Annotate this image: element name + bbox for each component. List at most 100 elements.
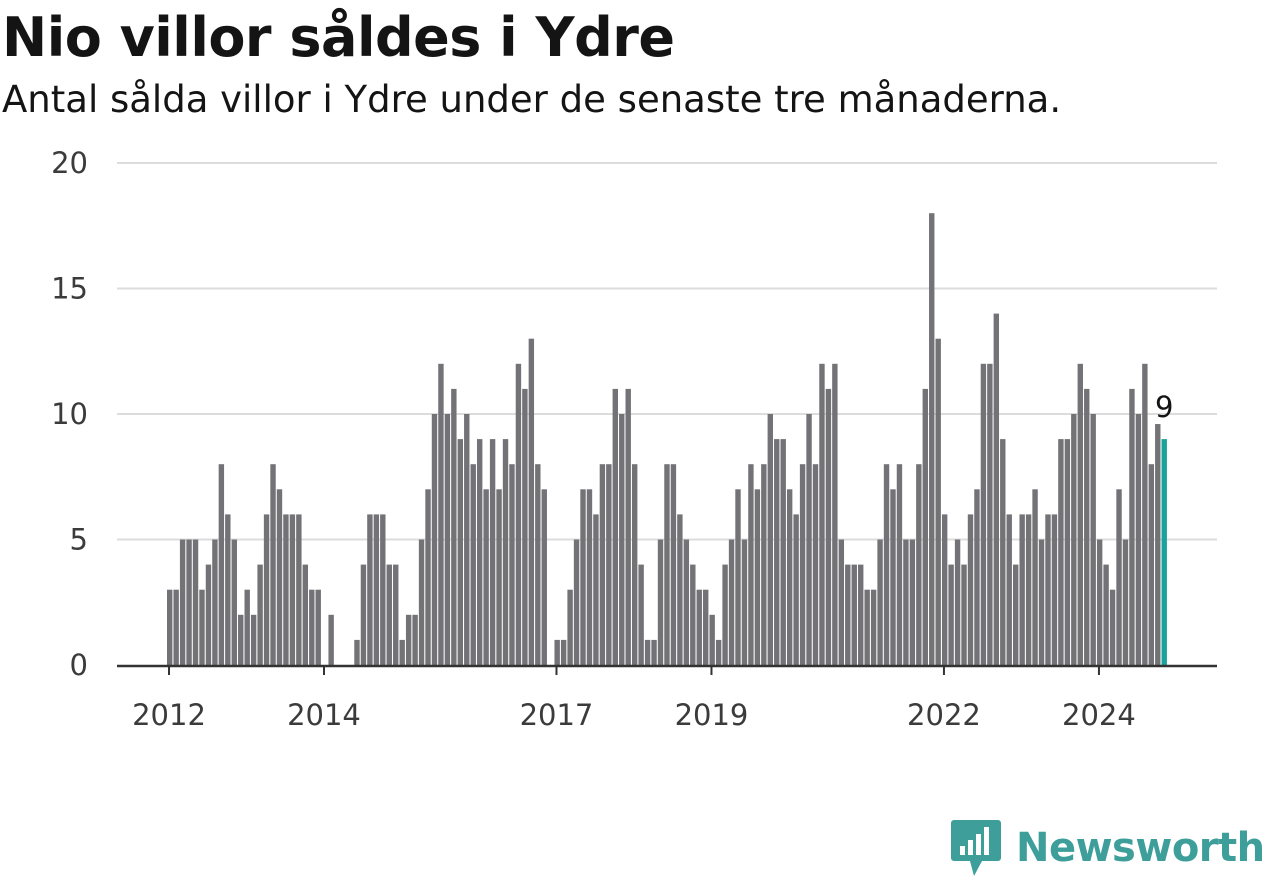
- newsworthy-logo-icon: [951, 820, 1001, 876]
- bar: [212, 539, 218, 665]
- bar: [1135, 414, 1142, 665]
- bar: [799, 464, 806, 665]
- bar: [270, 464, 276, 665]
- bar: [619, 414, 625, 665]
- bar: [909, 539, 916, 665]
- bar: [638, 564, 644, 665]
- bar: [1142, 363, 1148, 665]
- bar: [1129, 388, 1135, 665]
- bar: [489, 439, 496, 665]
- y-tick-label: 0: [70, 648, 88, 682]
- bar: [399, 639, 405, 665]
- bar: [1071, 414, 1077, 665]
- bar: [1148, 464, 1155, 665]
- bar: [599, 464, 606, 665]
- bar: [560, 639, 567, 665]
- bar: [509, 464, 515, 665]
- y-tick-label: 20: [51, 146, 88, 180]
- bar: [380, 514, 386, 665]
- bar: [709, 614, 715, 665]
- bar: [987, 363, 993, 665]
- bar: [276, 489, 283, 665]
- bar: [289, 514, 296, 665]
- bar: [1077, 363, 1083, 665]
- chart-title: Nio villor såldes i Ydre: [2, 6, 675, 69]
- y-tick-label: 5: [70, 523, 88, 557]
- bar: [1006, 514, 1012, 665]
- y-tick-label: 15: [51, 272, 88, 306]
- bar: [593, 514, 599, 665]
- bar: [806, 414, 812, 665]
- bar: [1084, 388, 1090, 665]
- x-tick-label: 2022: [907, 698, 981, 732]
- bar: [464, 414, 470, 665]
- bar: [1025, 514, 1032, 665]
- bar: [631, 464, 638, 665]
- bar: [890, 489, 896, 665]
- bar: [257, 564, 263, 665]
- bar: [980, 363, 987, 665]
- bar: [974, 489, 980, 665]
- bar: [418, 539, 425, 665]
- bar: [315, 589, 321, 665]
- bar: [767, 414, 773, 665]
- bar: [567, 589, 573, 665]
- chart-subtitle: Antal sålda villor i Ydre under de senas…: [2, 78, 1062, 121]
- bar: [883, 464, 890, 665]
- bar: [225, 514, 231, 665]
- bar: [657, 539, 664, 665]
- bar: [502, 439, 509, 665]
- bar: [670, 464, 677, 665]
- bar: [858, 564, 864, 665]
- bar: [1096, 539, 1103, 665]
- bar: [1155, 424, 1161, 665]
- bar: [444, 414, 451, 665]
- bar: [819, 363, 825, 665]
- bar: [1000, 439, 1006, 665]
- bar: [354, 639, 360, 665]
- bar: [741, 539, 748, 665]
- bar: [438, 363, 444, 665]
- bar: [696, 589, 702, 665]
- bar: [263, 514, 270, 665]
- bar: [451, 388, 457, 665]
- bar: [173, 589, 179, 665]
- bar: [625, 388, 631, 665]
- y-tick-label: 10: [51, 397, 88, 431]
- bar: [309, 589, 315, 665]
- bar: [864, 589, 870, 665]
- bar: [470, 464, 476, 665]
- bar: [896, 464, 903, 665]
- bar: [528, 338, 535, 665]
- bar: [961, 564, 967, 665]
- bar: [606, 464, 612, 665]
- bar: [586, 489, 593, 665]
- bar: [192, 539, 199, 665]
- x-tick-label: 2019: [675, 698, 749, 732]
- bar: [612, 388, 618, 665]
- x-tick-label: 2024: [1062, 698, 1136, 732]
- bar: [870, 589, 877, 665]
- bar: [935, 338, 941, 665]
- x-tick-label: 2017: [520, 698, 594, 732]
- bar: [728, 539, 735, 665]
- bar: [425, 489, 431, 665]
- bar: [483, 489, 489, 665]
- bar: [360, 564, 367, 665]
- bar: [1013, 564, 1019, 665]
- bar: [302, 564, 309, 665]
- bar: [405, 614, 412, 665]
- bar: [1045, 514, 1051, 665]
- bar: [186, 539, 192, 665]
- x-tick-label: 2014: [287, 698, 361, 732]
- bar: [1038, 539, 1045, 665]
- bar: [1051, 514, 1058, 665]
- bar: [780, 439, 786, 665]
- bar: [541, 489, 547, 665]
- bar: [967, 514, 974, 665]
- bar: [1058, 439, 1064, 665]
- bar: [929, 213, 935, 665]
- bar: [1103, 564, 1109, 665]
- bar: [916, 464, 922, 665]
